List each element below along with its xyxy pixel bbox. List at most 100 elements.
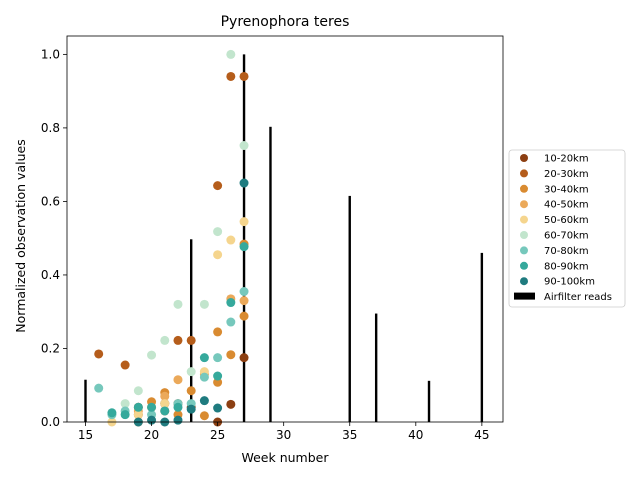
data-point bbox=[213, 250, 223, 260]
y-ticks: 0.0 0.2 0.4 0.6 0.8 1.0 bbox=[41, 47, 67, 429]
data-point bbox=[226, 317, 236, 327]
data-point bbox=[160, 391, 170, 401]
data-point bbox=[147, 350, 157, 360]
airfilter-bar bbox=[348, 195, 351, 422]
data-point bbox=[173, 335, 183, 345]
data-point bbox=[239, 141, 249, 151]
airfilter-bar bbox=[269, 126, 272, 422]
data-point bbox=[226, 235, 236, 245]
data-point bbox=[199, 372, 209, 382]
data-point bbox=[160, 406, 170, 416]
data-point bbox=[186, 335, 196, 345]
legend-bar-swatch bbox=[514, 292, 535, 300]
data-point bbox=[213, 353, 223, 363]
data-point bbox=[199, 396, 209, 406]
data-point bbox=[199, 299, 209, 309]
data-point bbox=[186, 367, 196, 377]
airfilter-bar bbox=[189, 239, 193, 422]
y-tick-label: 1.0 bbox=[41, 47, 60, 61]
data-point bbox=[226, 71, 236, 81]
y-axis-label: Normalized observation values bbox=[13, 139, 28, 332]
legend-marker bbox=[520, 200, 528, 209]
data-point bbox=[173, 375, 183, 385]
data-point bbox=[213, 371, 223, 381]
data-point bbox=[239, 217, 249, 227]
chart-title: Pyrenophora teres bbox=[221, 14, 350, 30]
airfilter-bar bbox=[242, 54, 246, 422]
data-point bbox=[186, 404, 196, 414]
data-point bbox=[173, 415, 183, 425]
data-point bbox=[160, 399, 170, 409]
data-point bbox=[239, 296, 249, 306]
data-point bbox=[239, 311, 249, 321]
data-point bbox=[213, 227, 223, 237]
legend-label: Airfilter reads bbox=[544, 292, 612, 303]
y-tick-label: 0.2 bbox=[41, 341, 60, 355]
data-point bbox=[160, 335, 170, 345]
legend-label: 20-30km bbox=[544, 169, 589, 180]
data-point bbox=[213, 327, 223, 337]
data-point bbox=[239, 286, 249, 296]
legend-label: 70-80km bbox=[544, 246, 589, 257]
legend-marker bbox=[520, 169, 528, 178]
bars-layer bbox=[84, 54, 484, 422]
legend-label: 80-90km bbox=[544, 261, 589, 272]
legend-label: 60-70km bbox=[544, 231, 589, 242]
data-point bbox=[199, 411, 209, 421]
legend-marker bbox=[520, 154, 528, 162]
x-tick-label: 45 bbox=[474, 428, 489, 442]
data-point bbox=[239, 242, 249, 252]
data-point bbox=[120, 410, 130, 420]
y-tick-label: 0.8 bbox=[41, 121, 60, 135]
data-point bbox=[226, 399, 236, 409]
data-point bbox=[120, 360, 130, 370]
airfilter-bar bbox=[427, 380, 431, 422]
data-point bbox=[173, 402, 183, 412]
y-tick-label: 0.4 bbox=[41, 268, 60, 282]
legend-box bbox=[508, 149, 626, 308]
data-point bbox=[239, 71, 249, 81]
legend-label: 50-60km bbox=[544, 215, 589, 226]
x-tick-label: 40 bbox=[408, 428, 423, 442]
data-point bbox=[186, 386, 196, 396]
legend-marker bbox=[520, 261, 528, 270]
x-tick-label: 30 bbox=[276, 428, 291, 442]
data-point bbox=[213, 403, 223, 413]
data-point bbox=[94, 349, 104, 359]
data-point bbox=[226, 350, 236, 360]
x-ticks: 15 20 25 30 35 40 45 bbox=[78, 422, 490, 442]
data-point bbox=[239, 178, 249, 188]
data-point bbox=[173, 299, 183, 309]
legend-label: 40-50km bbox=[544, 200, 589, 211]
data-point bbox=[147, 402, 157, 412]
y-tick-label: 0.0 bbox=[41, 415, 60, 429]
data-point bbox=[133, 402, 143, 412]
legend-label: 90-100km bbox=[544, 277, 595, 288]
legend-marker bbox=[520, 184, 528, 193]
x-tick-label: 15 bbox=[78, 428, 93, 442]
airfilter-bar bbox=[480, 252, 484, 422]
x-tick-label: 35 bbox=[342, 428, 357, 442]
legend-marker bbox=[520, 215, 528, 224]
data-point bbox=[120, 399, 130, 409]
x-axis-label: Week number bbox=[241, 450, 329, 465]
legend: 10-20km 20-30km 30-40km 40-50km 50-60km 60-70… bbox=[508, 149, 626, 308]
data-point bbox=[213, 181, 223, 191]
data-point bbox=[94, 383, 104, 393]
data-point bbox=[147, 415, 157, 425]
points-layer bbox=[94, 49, 249, 427]
airfilter-bar bbox=[374, 313, 378, 422]
data-point bbox=[226, 298, 236, 308]
data-point bbox=[226, 49, 236, 59]
data-point bbox=[213, 377, 223, 387]
legend-label: 30-40km bbox=[544, 184, 589, 195]
legend-marker bbox=[520, 231, 528, 239]
plot-frame bbox=[66, 35, 504, 423]
data-point bbox=[239, 353, 249, 363]
data-point bbox=[199, 353, 209, 363]
y-tick-label: 0.6 bbox=[41, 194, 60, 208]
legend-label: 10-20km bbox=[544, 154, 589, 165]
legend-marker bbox=[520, 246, 528, 255]
data-point bbox=[133, 386, 143, 396]
